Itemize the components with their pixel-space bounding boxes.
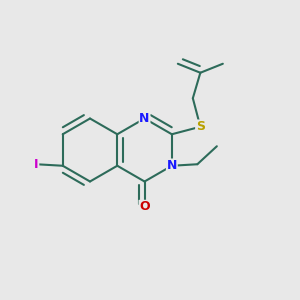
Text: N: N	[140, 112, 150, 125]
Text: S: S	[196, 120, 205, 133]
Text: I: I	[34, 158, 39, 171]
Text: O: O	[139, 200, 150, 214]
Text: N: N	[167, 159, 177, 172]
